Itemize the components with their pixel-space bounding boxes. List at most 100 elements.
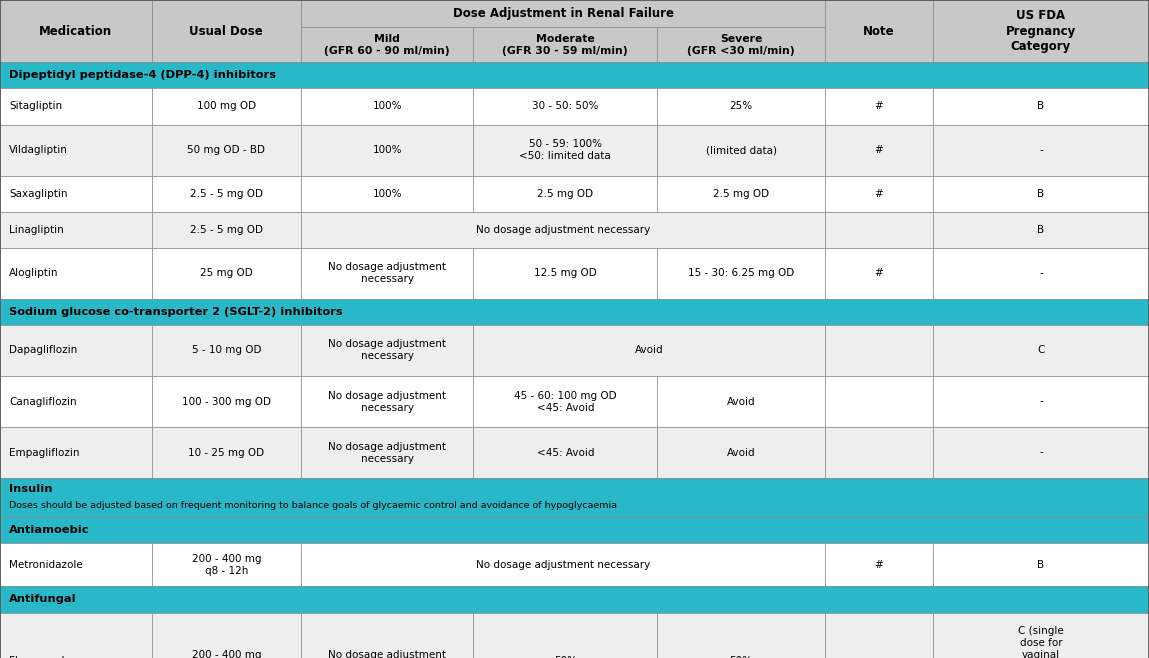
Bar [152, 543, 301, 586]
Text: Mild
(GFR 60 - 90 ml/min): Mild (GFR 60 - 90 ml/min) [324, 34, 450, 56]
Bar [301, 124, 473, 176]
Text: 100%: 100% [372, 189, 402, 199]
Bar [0, 543, 152, 586]
Bar [657, 376, 825, 427]
Text: 2.5 - 5 mg OD: 2.5 - 5 mg OD [190, 225, 263, 235]
Text: <45: Avoid: <45: Avoid [537, 447, 594, 457]
Text: 50%: 50% [730, 656, 753, 658]
Bar [657, 176, 825, 212]
Text: 30 - 50: 50%: 30 - 50: 50% [532, 101, 599, 111]
Text: Canagliflozin: Canagliflozin [9, 397, 77, 407]
Text: 100%: 100% [372, 145, 402, 155]
Text: No dosage adjustment
necessary: No dosage adjustment necessary [329, 442, 446, 464]
Bar [0, 427, 152, 478]
Bar [657, 613, 825, 658]
Bar [301, 176, 473, 212]
Bar [152, 212, 301, 248]
Text: No dosage adjustment
necessary: No dosage adjustment necessary [329, 263, 446, 284]
Text: #: # [874, 145, 884, 155]
Bar [933, 248, 1149, 299]
Bar [825, 543, 933, 586]
Text: US FDA
Pregnancy
Category: US FDA Pregnancy Category [1005, 9, 1077, 53]
Text: -: - [1039, 145, 1043, 155]
Bar [152, 176, 301, 212]
Bar [933, 613, 1149, 658]
Bar [0, 478, 1149, 517]
Bar [152, 0, 301, 63]
Text: Vildagliptin: Vildagliptin [9, 145, 68, 155]
Bar [933, 176, 1149, 212]
Bar [473, 176, 657, 212]
Bar [152, 376, 301, 427]
Text: Medication: Medication [39, 24, 113, 38]
Bar [301, 28, 473, 63]
Bar [152, 427, 301, 478]
Text: Dipeptidyl peptidase-4 (DPP-4) inhibitors: Dipeptidyl peptidase-4 (DPP-4) inhibitor… [9, 70, 276, 80]
Bar [0, 0, 152, 63]
Bar [657, 88, 825, 124]
Bar [825, 613, 933, 658]
Bar [152, 325, 301, 376]
Bar [933, 543, 1149, 586]
Bar [657, 248, 825, 299]
Text: Insulin: Insulin [9, 484, 53, 494]
Bar [0, 124, 152, 176]
Text: Avoid: Avoid [635, 345, 663, 355]
Bar [0, 517, 1149, 543]
Bar [301, 248, 473, 299]
Text: 2.5 mg OD: 2.5 mg OD [714, 189, 769, 199]
Text: No dosage adjustment
necessary: No dosage adjustment necessary [329, 391, 446, 413]
Bar [473, 28, 657, 63]
Bar [301, 212, 825, 248]
Text: C (single
dose for
vaginal
candidiasis)
D (all other
indications): C (single dose for vaginal candidiasis) … [1010, 626, 1072, 658]
Text: -: - [1039, 447, 1043, 457]
Bar [473, 248, 657, 299]
Bar [152, 88, 301, 124]
Text: 50%: 50% [554, 656, 577, 658]
Bar [825, 124, 933, 176]
Text: 45 - 60: 100 mg OD
<45: Avoid: 45 - 60: 100 mg OD <45: Avoid [514, 391, 617, 413]
Text: No dosage adjustment necessary: No dosage adjustment necessary [476, 225, 650, 235]
Bar [933, 376, 1149, 427]
Text: Sitagliptin: Sitagliptin [9, 101, 62, 111]
Text: Dose Adjustment in Renal Failure: Dose Adjustment in Renal Failure [453, 7, 673, 20]
Text: 50 mg OD - BD: 50 mg OD - BD [187, 145, 265, 155]
Bar [0, 176, 152, 212]
Bar [825, 0, 933, 63]
Bar [933, 212, 1149, 248]
Text: 100%: 100% [372, 101, 402, 111]
Text: 2.5 mg OD: 2.5 mg OD [538, 189, 593, 199]
Bar [933, 325, 1149, 376]
Bar [301, 88, 473, 124]
Bar [0, 88, 152, 124]
Bar [0, 376, 152, 427]
Text: Moderate
(GFR 30 - 59 ml/min): Moderate (GFR 30 - 59 ml/min) [502, 34, 629, 56]
Bar [0, 212, 152, 248]
Bar [933, 0, 1149, 63]
Bar [657, 427, 825, 478]
Bar [473, 124, 657, 176]
Bar [301, 0, 825, 28]
Text: 200 - 400 mg
q8 - 12h: 200 - 400 mg q8 - 12h [192, 650, 261, 658]
Text: B: B [1038, 225, 1044, 235]
Text: 10 - 25 mg OD: 10 - 25 mg OD [188, 447, 264, 457]
Bar [933, 427, 1149, 478]
Bar [933, 124, 1149, 176]
Text: Fluconazole: Fluconazole [9, 656, 71, 658]
Bar [933, 88, 1149, 124]
Bar [825, 427, 933, 478]
Text: Usual Dose: Usual Dose [190, 24, 263, 38]
Text: Saxagliptin: Saxagliptin [9, 189, 68, 199]
Text: Avoid: Avoid [727, 447, 755, 457]
Text: Severe
(GFR <30 ml/min): Severe (GFR <30 ml/min) [687, 34, 795, 56]
Bar [657, 124, 825, 176]
Text: No dosage adjustment necessary: No dosage adjustment necessary [476, 559, 650, 570]
Text: Dapagliflozin: Dapagliflozin [9, 345, 77, 355]
Text: B: B [1038, 101, 1044, 111]
Text: #: # [874, 189, 884, 199]
Bar [657, 28, 825, 63]
Bar [0, 248, 152, 299]
Bar [301, 613, 473, 658]
Bar [473, 376, 657, 427]
Text: B: B [1038, 189, 1044, 199]
